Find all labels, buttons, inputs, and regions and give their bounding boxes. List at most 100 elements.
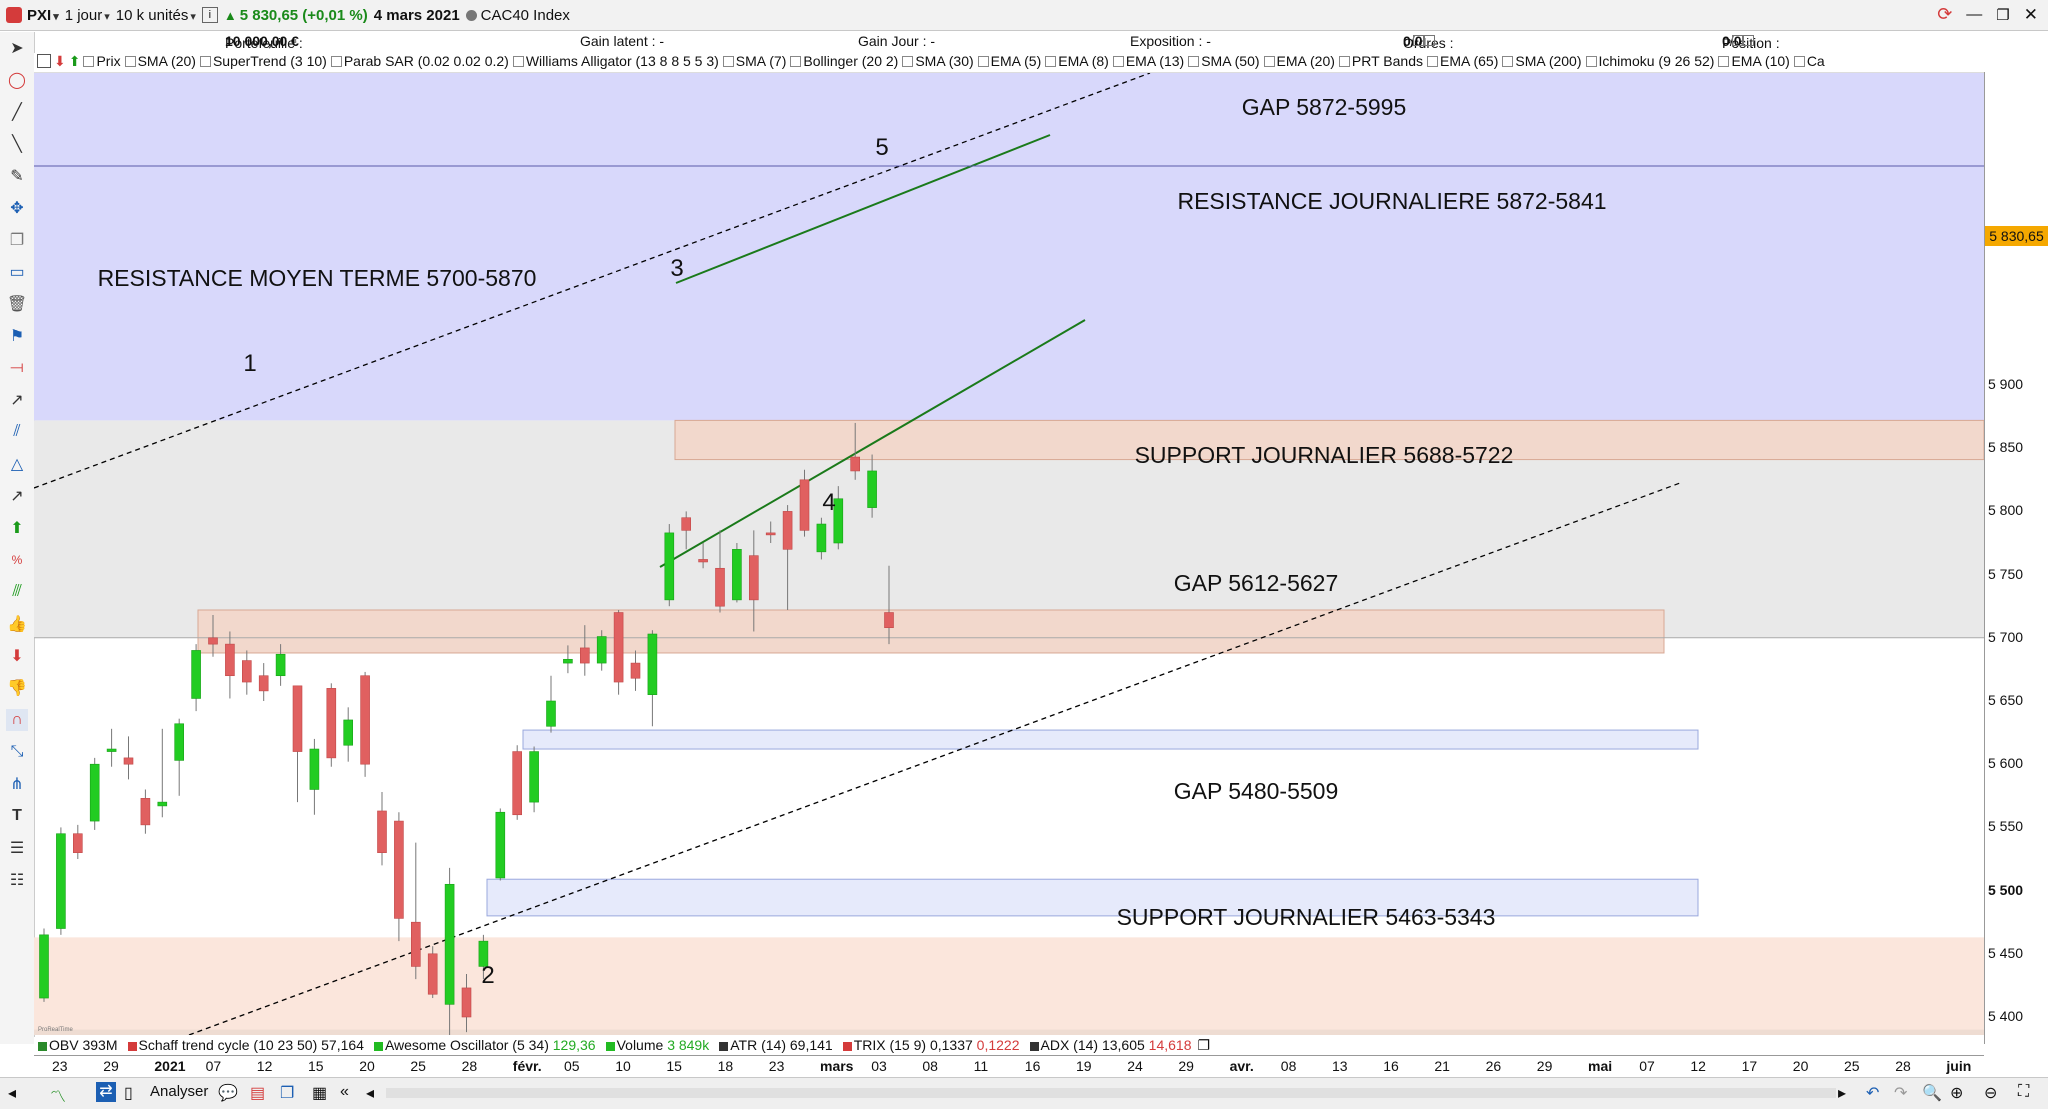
indicator-tab[interactable]: ADX (14) 13,605 14,618 (1026, 1037, 1192, 1053)
units-selector[interactable]: 10 k unités (116, 3, 196, 27)
indicator-tab[interactable]: OBV 393M (34, 1037, 118, 1053)
position-box2-icon[interactable] (1743, 35, 1755, 46)
analyser-button[interactable]: Analyser (150, 1083, 209, 1100)
screener-icon[interactable]: ▤ (250, 1085, 266, 1102)
compare-icon[interactable]: ⇄ (96, 1082, 116, 1102)
thumbs-up-icon[interactable]: 👍 (7, 616, 27, 633)
position-box-icon[interactable] (1731, 35, 1743, 46)
redo-icon[interactable]: ↷ (1894, 1085, 1908, 1102)
triangle-tool-icon[interactable]: △ (10, 456, 24, 473)
legend-item[interactable]: SMA (30) (902, 53, 973, 69)
restore-icon[interactable]: ❐ (1996, 6, 2010, 24)
chat-icon[interactable]: 💬 (218, 1085, 238, 1102)
indicator-tab[interactable]: ATR (14) 69,141 (715, 1037, 833, 1053)
time-tick: 11 (973, 1058, 989, 1074)
legend-config-icon[interactable] (37, 54, 51, 68)
down-arrow-tool-icon[interactable]: ⬇ (10, 648, 24, 665)
legend-item[interactable]: Bollinger (20 2) (790, 53, 898, 69)
legend-item[interactable]: PRT Bands (1339, 53, 1423, 69)
indicator-swatch-icon (605, 1042, 615, 1051)
panel-restore-icon[interactable]: ❐ (1197, 1037, 1211, 1053)
indicator-tab[interactable]: TRIX (15 9) 0,1337 0,1222 (839, 1037, 1020, 1053)
collapse-icon[interactable]: « (340, 1083, 349, 1100)
fibonacci-icon[interactable]: ⚑ (9, 328, 25, 345)
select-zoom-icon[interactable]: ⤡ (10, 743, 24, 760)
undo-icon[interactable]: ↶ (1866, 1085, 1880, 1102)
thumbs-down-icon[interactable]: 👎 (7, 680, 27, 697)
legend-item[interactable]: SuperTrend (3 10) (200, 53, 327, 69)
horizontal-scrollbar[interactable] (386, 1088, 1836, 1098)
time-axis[interactable]: 23 29 2021 07 12 15 20 25 28 févr. 05 10 15 18 23 mars 0… (34, 1055, 1984, 1076)
indicator-tab[interactable]: Schaff trend cycle (10 23 50) 57,164 (124, 1037, 364, 1053)
zone-resistance (674, 419, 1984, 461)
zoom-out-icon[interactable]: 🔍 (1922, 1085, 1942, 1102)
move-tool-icon[interactable]: ✥ (10, 200, 24, 217)
legend-item[interactable]: EMA (13) (1113, 53, 1184, 69)
cursor-icon[interactable]: ➤ (10, 40, 24, 57)
text-list-icon[interactable]: ☰ (9, 840, 25, 857)
scroll-left-icon[interactable]: ◂ (8, 1085, 17, 1102)
legend-item[interactable]: EMA (8) (1045, 53, 1109, 69)
scroll-right-arrow-icon[interactable]: ▸ (1838, 1085, 1847, 1102)
up-arrow-tool-icon[interactable]: ⬆ (10, 520, 24, 537)
arrow-tool-icon[interactable]: ↗ (10, 488, 24, 505)
market-status-icon (465, 9, 477, 21)
horizontal-line-icon[interactable]: ⟞ (10, 359, 24, 376)
legend-item[interactable]: SMA (200) (1502, 53, 1581, 69)
zoom-reset-icon[interactable]: ⊖ (1984, 1085, 1998, 1102)
period-selector[interactable]: 1 jour (65, 3, 110, 27)
indicator-tab[interactable]: Volume 3 849k (602, 1037, 709, 1053)
fullscreen-icon[interactable]: ⛶ (2018, 1083, 2030, 1100)
brush-tool-icon[interactable]: ✎ (10, 168, 24, 185)
scroll-left-arrow-icon[interactable]: ◂ (366, 1085, 375, 1102)
legend-down-icon[interactable]: ⬇ (54, 53, 66, 69)
legend-item[interactable]: EMA (20) (1264, 53, 1335, 69)
symbol-selector[interactable]: PXI (6, 3, 59, 27)
indicator-add-icon[interactable]: 〽 (50, 1089, 67, 1106)
legend-item[interactable]: EMA (5) (978, 53, 1042, 69)
copy-tool-icon[interactable]: ❐ (9, 232, 25, 249)
legend-item[interactable]: Ca (1794, 53, 1825, 69)
orders-box-icon[interactable] (1412, 35, 1424, 46)
segment-tool-icon[interactable]: ╱ (12, 104, 22, 121)
magnet-icon[interactable]: ∩ (6, 709, 28, 731)
legend-item[interactable]: Williams Alligator (13 8 8 5 5 3) (513, 53, 719, 69)
zone-resistance (197, 609, 1665, 654)
orders-box2-icon[interactable] (1424, 35, 1436, 46)
trash-icon[interactable]: 🗑 (6, 296, 28, 313)
channel-tool-icon[interactable]: ⫻ (12, 583, 22, 600)
price-axis[interactable] (1984, 72, 2048, 1044)
legend-item[interactable]: SMA (50) (1188, 53, 1259, 69)
layout-icon[interactable]: ▯ (124, 1085, 133, 1102)
indicator-tab[interactable]: Awesome Oscillator (5 34) 129,36 (370, 1037, 596, 1053)
legend-item[interactable]: Prix (83, 53, 120, 69)
price-chart[interactable]: GAP 5872-5995 RESISTANCE JOURNALIERE 5872… (34, 73, 1984, 1035)
properties-icon[interactable]: ☷ (9, 872, 25, 889)
legend-item[interactable]: Ichimoku (9 26 52) (1586, 53, 1715, 69)
legend-item[interactable]: SMA (20) (125, 53, 196, 69)
close-icon[interactable]: ✕ (2023, 4, 2038, 24)
legend-item[interactable]: EMA (65) (1427, 53, 1498, 69)
line-tool-icon[interactable]: ╲ (12, 136, 22, 153)
minimize-icon[interactable]: — (1966, 5, 1983, 23)
fib-fan-icon[interactable]: ⫽ (13, 423, 21, 440)
legend-item[interactable]: EMA (10) (1718, 53, 1789, 69)
ray-tool-icon[interactable]: ↗ (10, 392, 24, 409)
ellipse-tool-icon[interactable]: ◯ (8, 72, 26, 89)
rectangle-tool-icon[interactable]: ▭ (9, 264, 25, 281)
sync-icon[interactable]: ⟳ (1937, 4, 1953, 24)
pitchfork-icon[interactable]: ⋔ (10, 776, 24, 793)
candle-body-up (309, 748, 320, 790)
candle-body-down (360, 675, 370, 765)
legend-up-icon[interactable]: ⬆ (68, 53, 81, 69)
legend-item[interactable]: SMA (7) (723, 53, 787, 69)
legend-item[interactable]: Parab SAR (0.02 0.02 0.2) (331, 53, 509, 69)
candle-body-down (630, 662, 641, 679)
text-tool-icon[interactable]: T (12, 807, 22, 824)
windows-icon[interactable]: ❐ (280, 1085, 295, 1102)
info-button[interactable]: i (201, 3, 218, 27)
percent-tool-icon[interactable]: % (11, 553, 23, 567)
zoom-in-icon[interactable]: ⊕ (1950, 1085, 1964, 1102)
candle-body-down (715, 567, 725, 607)
chart-icon[interactable]: ▦ (312, 1085, 328, 1102)
